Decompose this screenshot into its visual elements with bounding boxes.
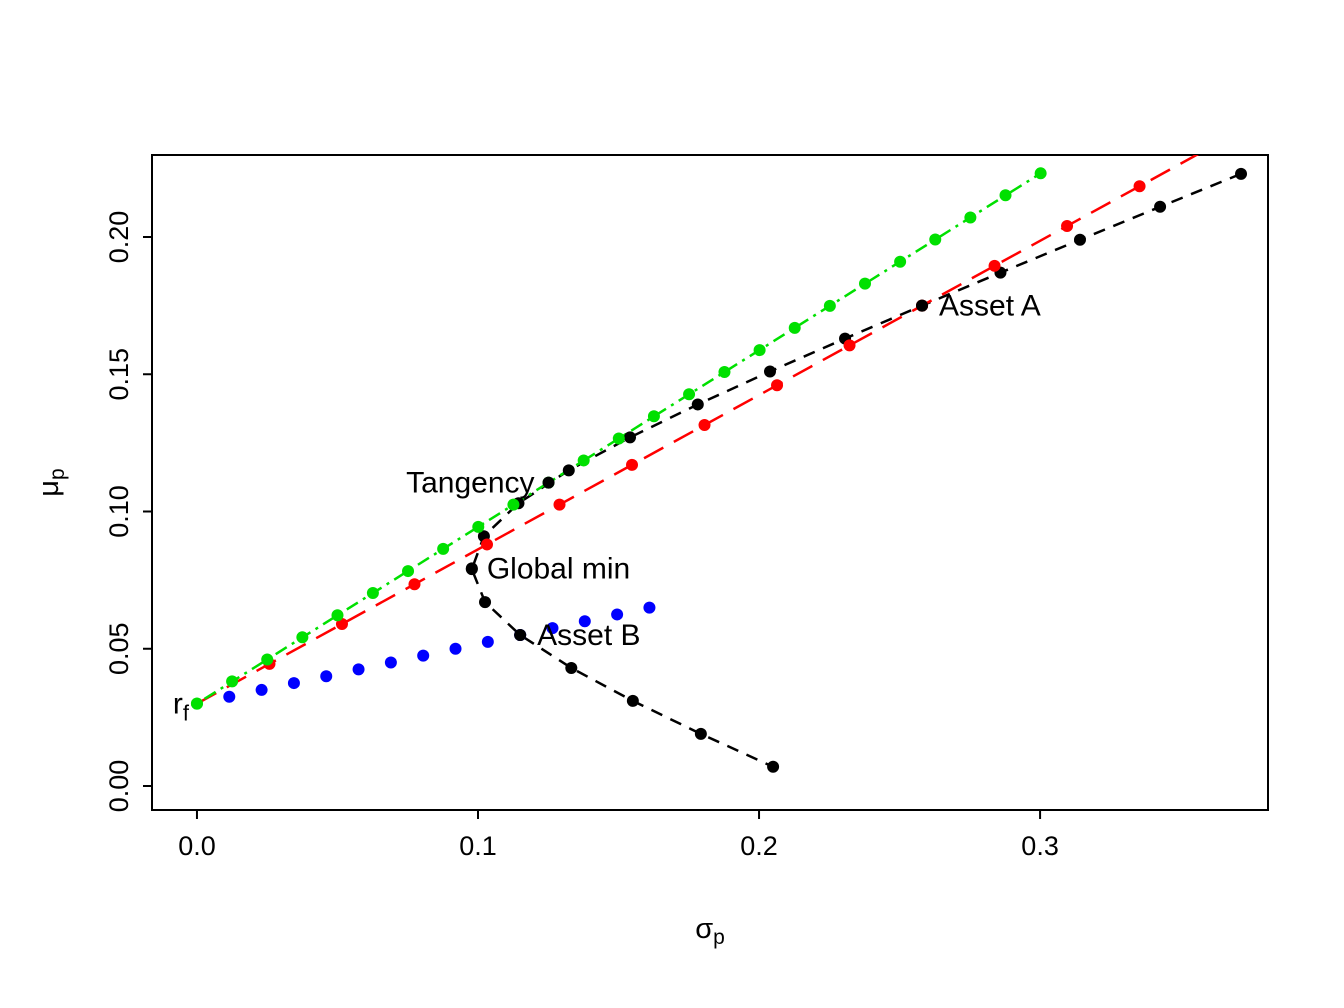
tbills-tangency-point [788, 321, 801, 334]
tbills-assetB-point [449, 642, 462, 655]
frontier-point [1154, 200, 1167, 213]
risk-free-point [190, 697, 203, 710]
y-tick-label: 0.15 [104, 348, 134, 401]
plot-border [151, 154, 1269, 811]
x-axis-label: σp [695, 913, 725, 949]
tbills-assetA-point [408, 578, 421, 591]
tbills-assetA-point [1133, 180, 1146, 193]
tbills-tangency-point [1034, 167, 1047, 180]
tangency-label: Tangency [406, 467, 534, 500]
tbills-assetB-point [352, 663, 365, 676]
frontier-point [562, 464, 575, 477]
tbills-tangency-point [964, 211, 977, 224]
tbills-assetA-point [698, 419, 711, 432]
frontier-point [1073, 233, 1086, 246]
asset-a-label: Asset A [939, 290, 1041, 323]
frontier-point [691, 398, 704, 411]
tangency-point [542, 476, 555, 489]
tbills-tangency-point [612, 432, 625, 445]
tbills-assetA-point [553, 498, 566, 511]
tbills-assetB-point [481, 635, 494, 648]
tbills-assetB-point [223, 690, 236, 703]
tbills-tangency-point [296, 631, 309, 644]
tbills-assetB-point [384, 656, 397, 669]
y-tick-label: 0.05 [104, 622, 134, 675]
y-axis-label: μp [33, 468, 69, 496]
asset-b-point [514, 629, 527, 642]
x-tick-label: 0.1 [459, 831, 497, 861]
x-tick-label: 0.2 [740, 831, 778, 861]
tbills-tangency-point [402, 565, 415, 578]
tbills-assetB-point [643, 601, 656, 614]
tbills-tangency-point [647, 410, 660, 423]
frontier-point [479, 596, 492, 609]
frontier-point [626, 694, 639, 707]
tbills-assetB-point [417, 649, 430, 662]
y-tick-label: 0.20 [104, 211, 134, 264]
tbills-tangency-point [999, 189, 1012, 202]
tbills-tangency-point [683, 388, 696, 401]
tbills-tangency-point [331, 609, 344, 622]
x-tick-label: 0.3 [1021, 831, 1059, 861]
tbills-assetA-point [843, 339, 856, 352]
frontier-point [565, 661, 578, 674]
tbills-tangency-point [929, 233, 942, 246]
risk-free-label: rf [173, 688, 190, 726]
tbills-assetA-point [480, 538, 493, 551]
x-tick-label: 0.0 [178, 831, 216, 861]
frontier-line [470, 172, 1242, 768]
tbills-assetA-point [1061, 220, 1074, 233]
tbills-assetA-point [626, 458, 639, 471]
asset-b-label: Asset B [537, 619, 640, 652]
tbills-assetA-point [1206, 140, 1218, 152]
tbills-assetB-point [255, 683, 268, 696]
y-tick-label: 0.00 [104, 760, 134, 813]
tbills-tangency-point [753, 344, 766, 357]
frontier-point [624, 431, 637, 444]
tbills-tangency-point [507, 498, 520, 511]
frontier-point [764, 365, 777, 378]
tbills-tangency-point [718, 366, 731, 379]
tbills-assetB-point [546, 622, 559, 635]
tbills-tangency-point [894, 255, 907, 268]
tbills-tangency-point [577, 454, 590, 467]
tbills-assetB-point [320, 670, 333, 683]
tbills-tangency-point [261, 653, 274, 666]
tbills-assetB-point [287, 677, 300, 690]
frontier-point [1235, 167, 1248, 180]
tbills-assetA-point [771, 379, 784, 392]
tbills-tangency-point [437, 542, 450, 555]
tbills-assetA-point [988, 259, 1001, 272]
frontier-point [767, 760, 780, 773]
asset-a-point [916, 299, 929, 312]
frontier-point [694, 727, 707, 740]
global-min-point [465, 562, 478, 575]
tbills-assetB-point [578, 615, 591, 628]
tbills-tangency-point [366, 587, 379, 600]
tbills-tangency-point [823, 299, 836, 312]
tbills-tangency-point [472, 520, 485, 533]
y-tick-label: 0.10 [104, 485, 134, 538]
tbills-tangency-point [226, 675, 239, 688]
tbills-assetB-point [611, 608, 624, 621]
global-min-label: Global min [487, 552, 630, 585]
tbills-tangency-point [858, 277, 871, 290]
